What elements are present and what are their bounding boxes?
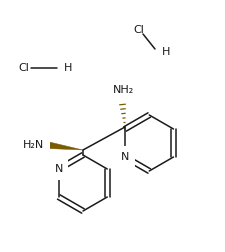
Text: N: N: [121, 152, 129, 162]
Text: Cl: Cl: [18, 63, 29, 73]
Text: NH₂: NH₂: [113, 85, 135, 95]
Polygon shape: [47, 142, 83, 150]
Text: H: H: [162, 47, 170, 57]
Text: H₂N: H₂N: [23, 140, 44, 150]
Text: H: H: [64, 63, 72, 73]
Text: Cl: Cl: [133, 25, 144, 35]
Text: N: N: [55, 164, 63, 174]
